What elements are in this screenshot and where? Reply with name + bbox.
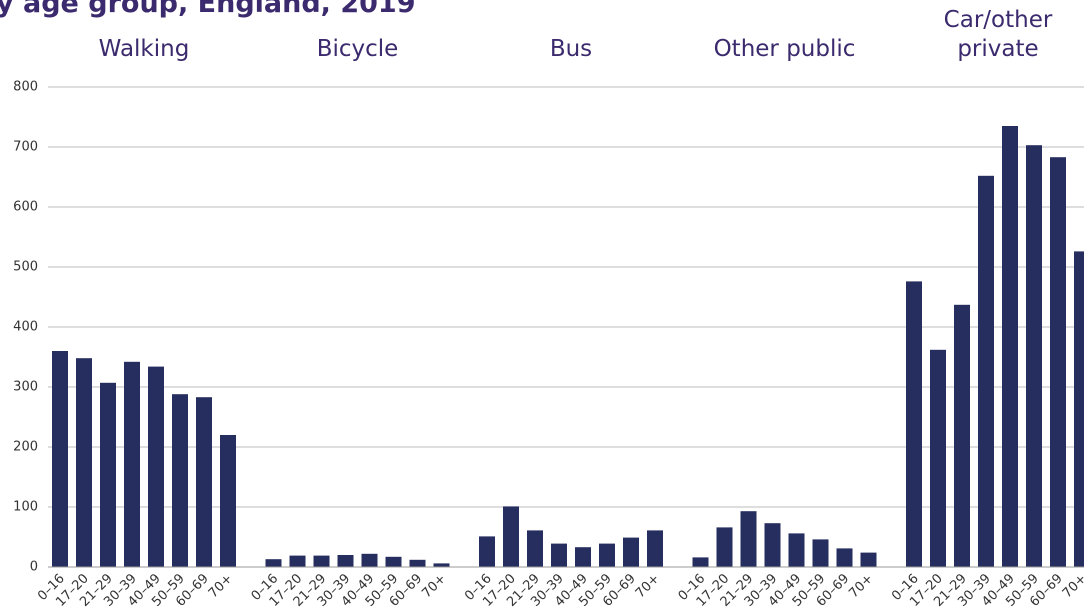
- bar: [361, 553, 378, 567]
- y-tick-label: 700: [13, 140, 38, 155]
- bar: [100, 382, 116, 567]
- bar: [1002, 126, 1018, 567]
- y-tick-label: 500: [13, 260, 38, 275]
- bar: [692, 557, 709, 567]
- y-tick-label: 200: [13, 440, 38, 455]
- bar: [385, 556, 402, 567]
- bar: [647, 530, 663, 567]
- bar: [1050, 157, 1066, 567]
- x-tick-label: 70+: [846, 571, 876, 601]
- group-label: Other public: [713, 36, 856, 62]
- bar: [860, 552, 877, 567]
- x-tick-label: 70+: [1060, 571, 1084, 601]
- y-tick-label: 0: [30, 560, 38, 575]
- bar: [575, 547, 591, 567]
- bar: [124, 361, 140, 567]
- y-tick-label: 100: [13, 500, 38, 515]
- bar: [812, 539, 829, 567]
- y-tick-label: 300: [13, 380, 38, 395]
- chart-title: y age group, England, 2019: [0, 0, 416, 19]
- bar: [788, 533, 805, 567]
- bar: [76, 358, 92, 567]
- x-tick-label: 70+: [419, 571, 449, 601]
- bar: [623, 537, 639, 567]
- bar: [503, 506, 519, 567]
- bar: [148, 366, 164, 567]
- bar: [313, 555, 330, 567]
- bar: [930, 349, 946, 567]
- bar: [433, 563, 450, 567]
- bar: [52, 351, 68, 567]
- bar: [836, 548, 853, 567]
- bar: [196, 397, 212, 567]
- bar: [265, 559, 282, 567]
- bar: [740, 511, 757, 567]
- bar: [599, 543, 615, 567]
- bar: [978, 175, 994, 568]
- bar: [551, 543, 567, 567]
- bar: [954, 304, 970, 567]
- bar: [716, 527, 733, 567]
- group-label: Bicycle: [316, 36, 399, 62]
- bar: [1074, 251, 1084, 567]
- bar: [220, 435, 236, 567]
- bar: [479, 536, 495, 567]
- group-label: Walking: [98, 36, 190, 62]
- bar: [337, 555, 354, 567]
- bar: [289, 555, 306, 567]
- bar: [172, 394, 188, 567]
- group-label: Bus: [549, 36, 593, 62]
- bar: [906, 281, 922, 567]
- y-tick-label: 800: [13, 80, 38, 95]
- bar: [409, 559, 426, 567]
- x-tick-label: 70+: [206, 571, 236, 601]
- y-tick-label: 400: [13, 320, 38, 335]
- group-label: Car/other private: [943, 7, 1053, 62]
- bar: [764, 523, 781, 567]
- bar: [1026, 145, 1042, 567]
- y-tick-label: 600: [13, 200, 38, 215]
- bar: [527, 530, 543, 567]
- x-tick-label: 70+: [633, 571, 663, 601]
